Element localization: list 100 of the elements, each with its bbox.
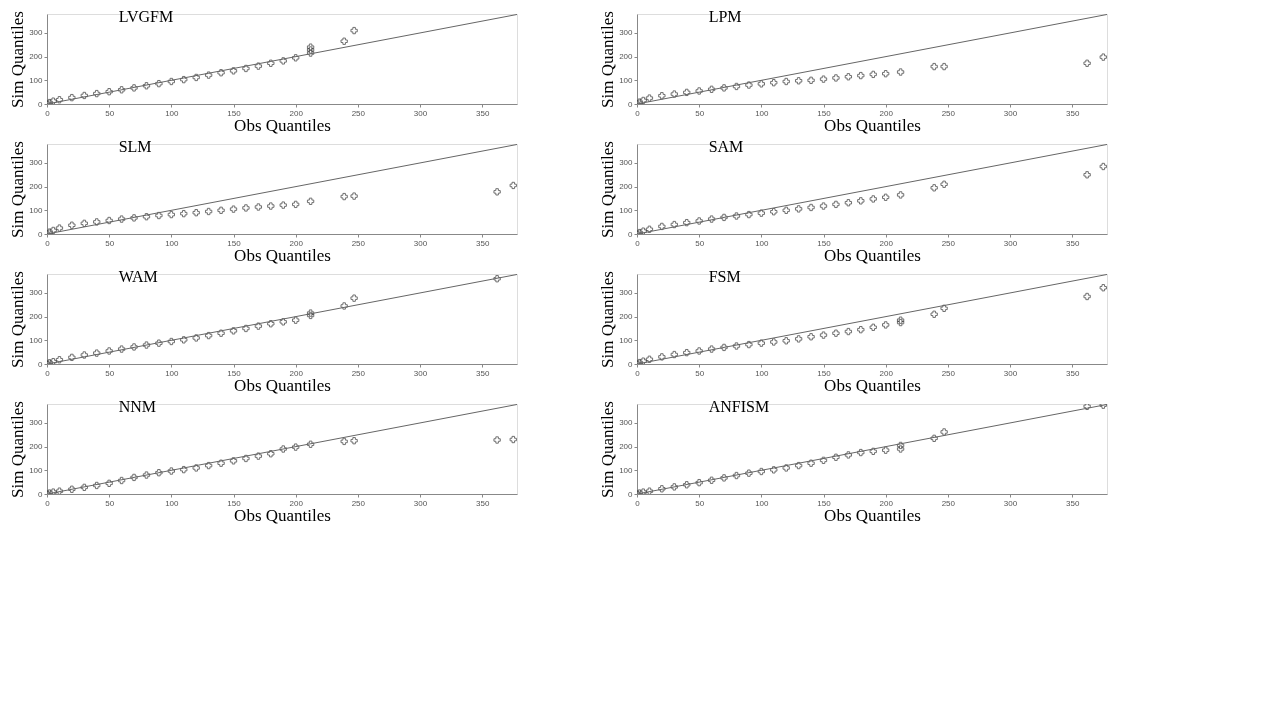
point <box>930 310 938 318</box>
x-tick-label: 50 <box>105 498 115 508</box>
point <box>242 324 250 333</box>
point <box>794 205 803 213</box>
x-tick-label: 350 <box>1066 238 1080 248</box>
y-tick-label: 100 <box>619 335 634 345</box>
y-axis-title: Sim Quantiles <box>598 11 618 108</box>
point <box>80 219 88 227</box>
x-tick-label: 350 <box>1066 498 1080 508</box>
point <box>279 318 287 326</box>
point <box>794 77 803 85</box>
point <box>279 445 287 453</box>
point <box>340 192 348 201</box>
point <box>770 79 778 87</box>
x-tick-label: 50 <box>105 238 115 248</box>
point <box>167 337 175 346</box>
point <box>896 191 905 199</box>
point <box>242 454 250 463</box>
chart-title: NNM <box>118 397 156 415</box>
x-tick-label: 350 <box>476 108 490 118</box>
x-tick-label: 50 <box>105 368 115 378</box>
y-tick-label: 200 <box>29 312 44 322</box>
point <box>105 479 113 487</box>
x-tick-label: 100 <box>755 498 770 508</box>
point <box>254 62 263 70</box>
x-tick-label: 250 <box>941 238 956 248</box>
x-tick-label: 350 <box>476 238 490 248</box>
x-tick-label: 0 <box>635 368 641 378</box>
point <box>782 206 790 214</box>
point <box>509 435 517 444</box>
point <box>117 345 126 353</box>
point <box>68 221 76 229</box>
point <box>794 461 803 470</box>
x-tick-label: 150 <box>227 238 242 248</box>
point <box>55 224 64 232</box>
point <box>639 488 647 494</box>
point <box>142 82 151 90</box>
point <box>819 331 828 339</box>
y-axis-title: Sim Quantiles <box>598 271 618 368</box>
point <box>695 217 703 225</box>
x-tick-label: 200 <box>879 498 894 508</box>
chart-title: LVGFM <box>118 7 174 25</box>
x-tick-label: 250 <box>941 368 956 378</box>
point <box>340 37 348 45</box>
x-tick-label: 50 <box>695 238 705 248</box>
y-tick-label: 0 <box>628 229 634 239</box>
point <box>639 227 647 234</box>
y-axis-title: Sim Quantiles <box>598 141 618 238</box>
point <box>930 184 938 192</box>
point <box>1083 404 1091 411</box>
point <box>1083 292 1091 301</box>
x-tick-label: 0 <box>45 498 51 508</box>
point <box>683 88 691 97</box>
point <box>117 476 126 485</box>
point <box>639 357 647 364</box>
point <box>732 471 741 480</box>
y-tick-label: 300 <box>29 288 44 298</box>
y-axis-title: Sim Quantiles <box>8 11 28 108</box>
point <box>807 333 815 341</box>
x-tick-label: 0 <box>45 238 51 248</box>
point <box>794 335 803 343</box>
x-axis-title: Obs Quantiles <box>824 375 921 395</box>
x-tick-label: 200 <box>289 238 304 248</box>
point <box>896 318 905 327</box>
point <box>80 483 88 492</box>
point <box>130 343 138 351</box>
point <box>720 474 728 482</box>
point <box>55 487 64 494</box>
x-tick-label: 300 <box>413 238 428 248</box>
point <box>844 327 853 336</box>
y-axis-title: Sim Quantiles <box>598 401 618 498</box>
point <box>782 464 790 472</box>
point <box>130 473 138 482</box>
y-tick-label: 100 <box>619 75 634 85</box>
y-tick-label: 100 <box>619 465 634 475</box>
point <box>68 93 76 102</box>
point <box>229 205 238 213</box>
y-tick-label: 100 <box>29 335 44 345</box>
point <box>279 57 287 65</box>
point <box>340 302 348 310</box>
x-tick-label: 300 <box>413 108 428 118</box>
point <box>80 91 88 100</box>
point <box>670 350 678 359</box>
point <box>857 71 865 80</box>
point <box>770 466 778 474</box>
y-tick-label: 0 <box>628 99 634 109</box>
point <box>745 469 753 477</box>
point <box>807 203 815 212</box>
point <box>639 96 647 104</box>
point <box>707 215 716 223</box>
x-axis-title: Obs Quantiles <box>234 375 331 395</box>
point <box>117 86 126 94</box>
x-tick-label: 0 <box>635 498 641 508</box>
point <box>695 87 703 95</box>
x-tick-label: 350 <box>476 498 490 508</box>
point <box>882 321 890 329</box>
x-tick-label: 300 <box>1003 238 1018 248</box>
point <box>306 46 315 54</box>
point <box>658 92 666 100</box>
point <box>770 338 778 346</box>
